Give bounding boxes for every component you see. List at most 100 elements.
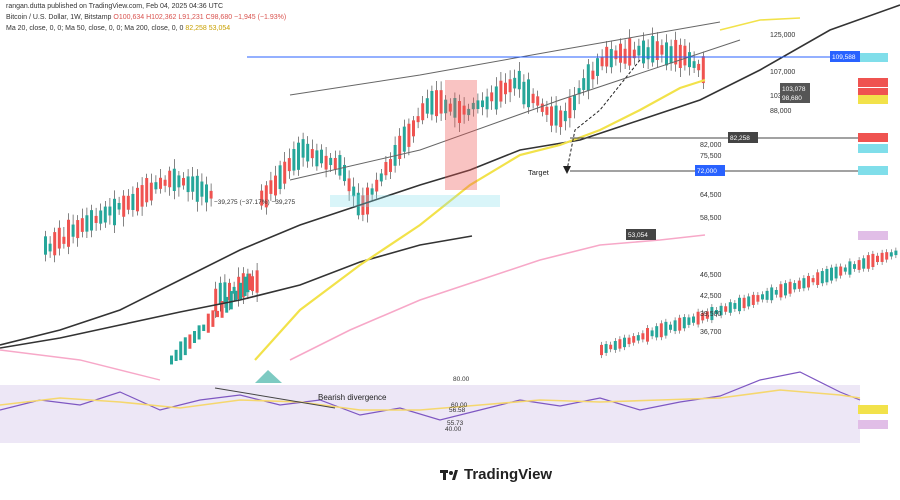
- candle-down: [283, 161, 287, 184]
- drawdown-measure-band: [330, 195, 500, 207]
- price-scale-label: 42,500: [700, 293, 722, 300]
- candle-down: [264, 185, 268, 208]
- candle-down: [149, 182, 153, 201]
- price-badge: [695, 165, 725, 176]
- drawdown-zone: [445, 80, 477, 190]
- bearish-divergence-annotation: Bearish divergence: [318, 393, 387, 402]
- candle-up: [793, 283, 797, 290]
- candle-down: [531, 93, 535, 104]
- candle-down: [398, 135, 402, 160]
- candle-down: [94, 215, 98, 223]
- ma-values: 82,258 53,054: [185, 25, 231, 32]
- candle-down: [627, 337, 631, 345]
- candle-up: [297, 142, 300, 170]
- candle-down: [632, 49, 636, 59]
- candle-up: [177, 175, 181, 188]
- candle-up: [108, 206, 112, 216]
- candle-up: [843, 267, 847, 272]
- candle-up: [103, 206, 107, 223]
- candle-up: [471, 102, 475, 110]
- candle-up: [682, 317, 686, 329]
- candle-down: [811, 278, 815, 283]
- candle-down: [274, 175, 277, 196]
- candle-down: [53, 232, 57, 256]
- candle-up: [370, 188, 374, 195]
- candle-up: [278, 165, 282, 189]
- candle-up: [352, 186, 356, 197]
- candle-up: [200, 181, 204, 197]
- price-badge: [728, 132, 758, 143]
- candle-down: [333, 157, 337, 170]
- candle-up: [48, 243, 52, 252]
- channel-lower: [289, 39, 741, 181]
- candle-up: [320, 149, 323, 164]
- candle-down: [57, 227, 61, 249]
- ma-settings: Ma 20, close, 0, 0; Ma 50, close, 0, 0; …: [6, 25, 184, 32]
- candles-layer: [44, 27, 898, 365]
- ohlc-values: O100,634 H102,362 L91,231 C98,680 −1,945…: [113, 14, 287, 21]
- candle-down: [751, 294, 755, 305]
- candle-up: [765, 290, 769, 300]
- candle-down: [241, 273, 245, 298]
- candle-up: [218, 282, 222, 305]
- price-scale-label: 75,500: [700, 153, 722, 160]
- price-scale-label: 64,500: [700, 192, 722, 199]
- rsi-scale-label: 56.58: [449, 407, 466, 414]
- candle-down: [168, 170, 172, 188]
- candle-up: [517, 70, 521, 90]
- candle-up: [830, 267, 833, 281]
- overlays-layer: [0, 4, 900, 429]
- candle-up: [522, 81, 526, 105]
- candle-down: [206, 313, 210, 333]
- candle-down: [797, 280, 801, 289]
- candle-down: [76, 220, 80, 239]
- candle-down: [62, 236, 66, 244]
- forecast-path: [566, 59, 641, 171]
- candle-up: [343, 164, 346, 182]
- candle-up: [692, 61, 696, 68]
- rsi-peak-marker: [255, 370, 282, 383]
- ma-pink-line-left: [0, 349, 161, 381]
- candle-down: [237, 276, 241, 300]
- candle-down: [591, 70, 595, 80]
- candle-down: [458, 101, 461, 123]
- candle-up: [747, 296, 751, 307]
- candle-down: [361, 195, 365, 215]
- candle-up: [586, 64, 590, 91]
- candle-down: [251, 276, 254, 292]
- candle-down: [347, 178, 351, 192]
- candle-down: [609, 344, 613, 350]
- candle-down: [310, 149, 314, 159]
- candle-up: [172, 168, 176, 191]
- candle-down: [678, 317, 682, 331]
- candle-up: [481, 100, 484, 108]
- candle-up: [113, 198, 116, 226]
- candle-down: [641, 333, 645, 340]
- tradingview-logo: TradingView: [440, 466, 552, 483]
- candle-down: [619, 43, 622, 63]
- scale-swatch: [858, 231, 888, 240]
- candle-down: [545, 106, 549, 115]
- candle-down: [126, 195, 130, 210]
- candle-up: [329, 157, 333, 166]
- candle-up: [234, 290, 238, 301]
- candle-down: [366, 187, 369, 215]
- candle-up: [802, 278, 806, 289]
- candle-up: [453, 97, 457, 118]
- price-badge-text: 72,000: [697, 168, 717, 175]
- candle-up: [402, 126, 406, 152]
- candle-down: [499, 80, 503, 102]
- scale-swatch: [858, 144, 888, 153]
- candle-down: [678, 44, 682, 68]
- price-scale-label: 88,000: [770, 108, 792, 115]
- candle-up: [315, 150, 319, 167]
- candle-up: [193, 331, 196, 343]
- scale-swatch: [858, 88, 888, 97]
- candle-down: [628, 38, 632, 66]
- candle-down: [788, 281, 792, 294]
- candle-up: [195, 175, 199, 202]
- candle-up: [232, 286, 236, 294]
- candle-up: [444, 99, 448, 114]
